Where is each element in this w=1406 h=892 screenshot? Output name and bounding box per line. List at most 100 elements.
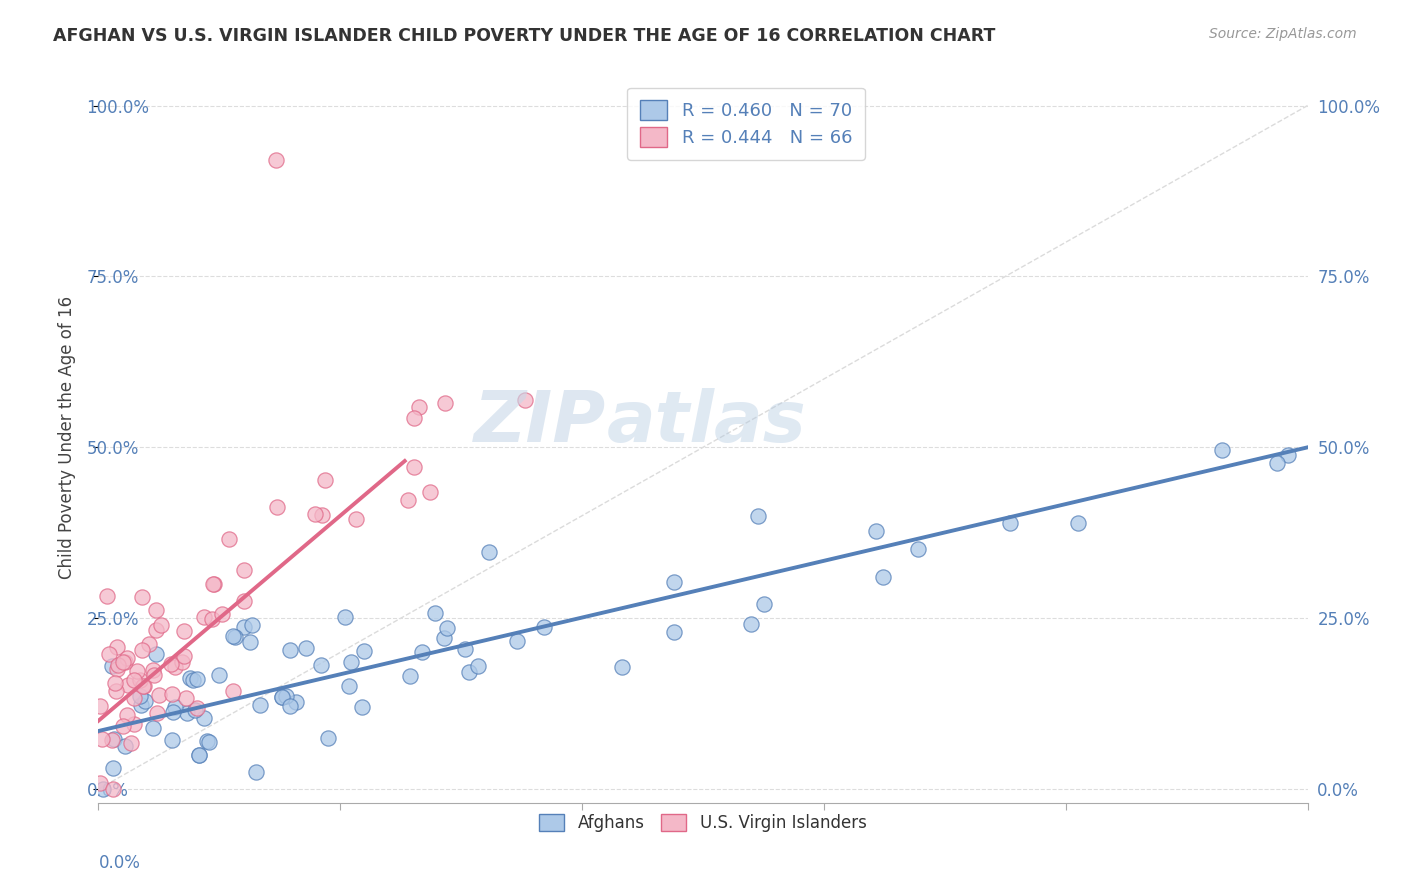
Y-axis label: Child Poverty Under the Age of 16: Child Poverty Under the Age of 16 <box>58 295 76 579</box>
Point <box>224 630 246 644</box>
Point <box>664 625 686 640</box>
Point <box>513 392 536 407</box>
Point <box>202 577 225 591</box>
Point <box>337 679 360 693</box>
Point <box>188 747 211 762</box>
Point <box>122 717 145 731</box>
Point <box>183 703 205 717</box>
Point <box>145 647 167 661</box>
Point <box>311 508 333 523</box>
Point <box>186 672 208 686</box>
Point <box>176 706 198 720</box>
Point <box>131 590 153 604</box>
Point <box>179 671 201 685</box>
Point <box>458 665 481 680</box>
Point <box>340 655 363 669</box>
Point <box>284 694 307 708</box>
Point <box>478 545 501 559</box>
Point <box>160 732 183 747</box>
Point <box>122 673 145 687</box>
Point <box>434 396 457 410</box>
Point <box>249 698 271 712</box>
Point <box>454 641 477 656</box>
Point <box>193 610 215 624</box>
Point <box>142 663 165 677</box>
Point <box>344 511 367 525</box>
Point <box>186 701 208 715</box>
Point <box>239 635 262 649</box>
Point <box>1066 516 1088 530</box>
Point <box>318 731 340 745</box>
Point <box>1277 449 1299 463</box>
Point <box>101 761 124 775</box>
Point <box>404 460 426 475</box>
Point <box>201 611 224 625</box>
Point <box>533 619 555 633</box>
Point <box>142 668 165 682</box>
Point <box>89 699 111 714</box>
Point <box>264 153 287 168</box>
Point <box>162 705 184 719</box>
Point <box>101 782 124 797</box>
Point <box>245 765 267 780</box>
Point <box>747 509 769 524</box>
Point <box>419 484 441 499</box>
Point <box>173 648 195 663</box>
Point <box>103 732 125 747</box>
Point <box>436 621 458 635</box>
Point <box>107 657 129 672</box>
Point <box>90 731 112 746</box>
Point <box>423 606 446 620</box>
Point <box>105 662 128 676</box>
Point <box>148 688 170 702</box>
Point <box>181 673 204 688</box>
Point <box>222 684 245 698</box>
Point <box>433 632 456 646</box>
Point <box>311 658 333 673</box>
Point <box>165 699 187 714</box>
Point <box>105 684 128 698</box>
Point <box>96 589 118 603</box>
Text: ZIP: ZIP <box>474 388 606 457</box>
Point <box>233 620 256 634</box>
Point <box>138 637 160 651</box>
Point <box>350 700 373 714</box>
Point <box>198 735 221 749</box>
Point <box>294 641 316 656</box>
Point <box>145 623 167 637</box>
Point <box>396 493 419 508</box>
Point <box>160 687 183 701</box>
Point <box>865 524 887 538</box>
Point <box>270 690 292 705</box>
Point <box>115 651 138 665</box>
Point <box>233 563 256 577</box>
Point <box>907 541 929 556</box>
Point <box>129 673 152 687</box>
Point <box>105 640 128 654</box>
Point <box>211 607 233 621</box>
Point <box>411 644 433 658</box>
Point <box>1211 442 1233 457</box>
Point <box>222 629 245 643</box>
Point <box>998 516 1021 530</box>
Point <box>402 411 425 425</box>
Point <box>160 657 183 672</box>
Point <box>740 616 762 631</box>
Point <box>195 734 218 748</box>
Point <box>174 691 197 706</box>
Legend: Afghans, U.S. Virgin Islanders: Afghans, U.S. Virgin Islanders <box>533 807 873 838</box>
Point <box>163 660 186 674</box>
Point <box>100 658 122 673</box>
Point <box>335 609 357 624</box>
Point <box>117 678 139 692</box>
Point <box>1265 456 1288 470</box>
Point <box>278 643 301 657</box>
Text: AFGHAN VS U.S. VIRGIN ISLANDER CHILD POVERTY UNDER THE AGE OF 16 CORRELATION CHA: AFGHAN VS U.S. VIRGIN ISLANDER CHILD POV… <box>53 27 995 45</box>
Point <box>208 668 231 682</box>
Point <box>131 643 153 657</box>
Point <box>398 668 420 682</box>
Point <box>506 634 529 648</box>
Point <box>112 718 135 732</box>
Text: atlas: atlas <box>606 388 806 457</box>
Point <box>408 400 430 414</box>
